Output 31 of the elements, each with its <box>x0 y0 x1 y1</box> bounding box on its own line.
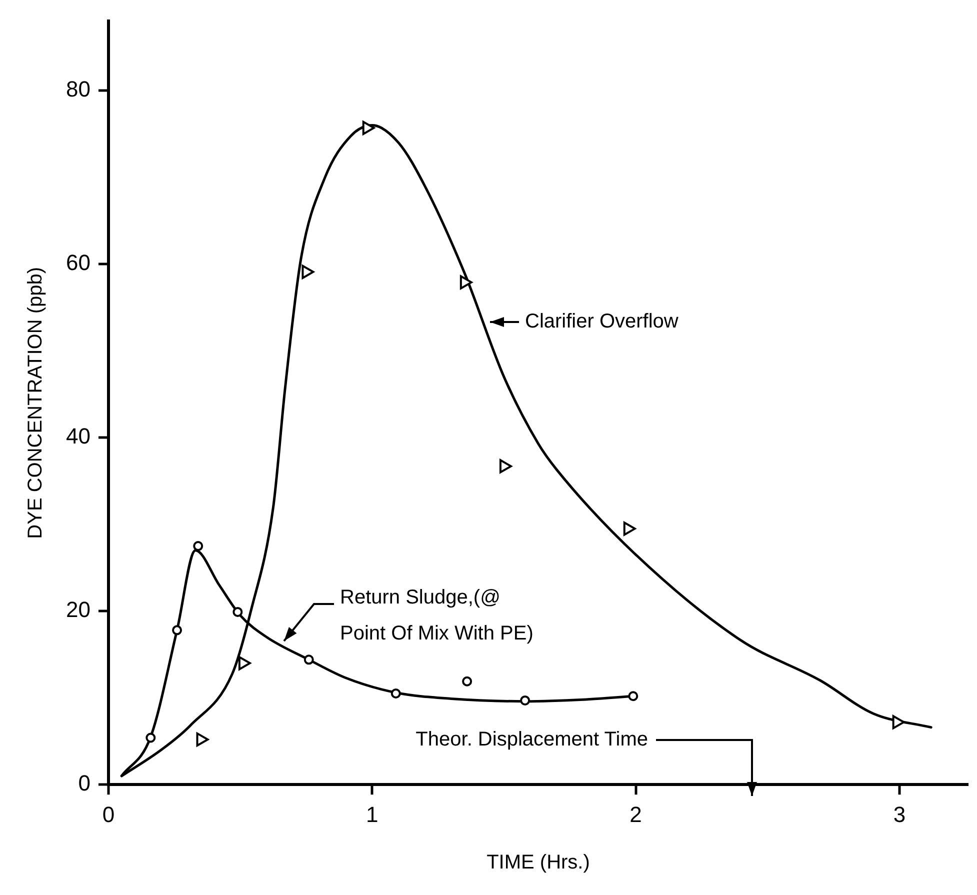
x-tick-label: 0 <box>102 802 115 827</box>
y-axis-title: DYE CONCENTRATION (ppb) <box>24 266 47 539</box>
point <box>238 656 251 670</box>
point <box>628 691 638 702</box>
x-tick-label: 1 <box>366 802 378 827</box>
point <box>362 120 375 135</box>
y-tick-label: 20 <box>66 597 90 622</box>
point <box>172 625 182 636</box>
y-tick-label: 60 <box>66 250 90 276</box>
annotation: Theor. Displacement Time <box>416 728 648 751</box>
point <box>623 522 636 536</box>
x-axis-title: TIME (Hrs.) <box>486 852 590 874</box>
point <box>304 654 314 665</box>
point <box>462 676 472 686</box>
y-tick-label: 0 <box>78 770 90 796</box>
annotation: Return Sludge,(@ Point Of Mix With PE) <box>340 586 534 645</box>
x-tick-label: 2 <box>630 802 642 827</box>
point <box>146 732 156 743</box>
point <box>193 541 204 552</box>
point <box>892 715 905 730</box>
point <box>196 732 209 747</box>
x-tick-label: 3 <box>893 802 906 827</box>
point <box>520 695 530 706</box>
point <box>302 264 314 279</box>
point <box>460 275 472 290</box>
annotation: Clarifier Overflow <box>525 310 679 333</box>
y-tick-label: 80 <box>66 76 90 102</box>
point <box>390 688 401 699</box>
y-tick-label: 40 <box>66 424 90 449</box>
point <box>232 606 243 617</box>
point <box>499 459 512 474</box>
